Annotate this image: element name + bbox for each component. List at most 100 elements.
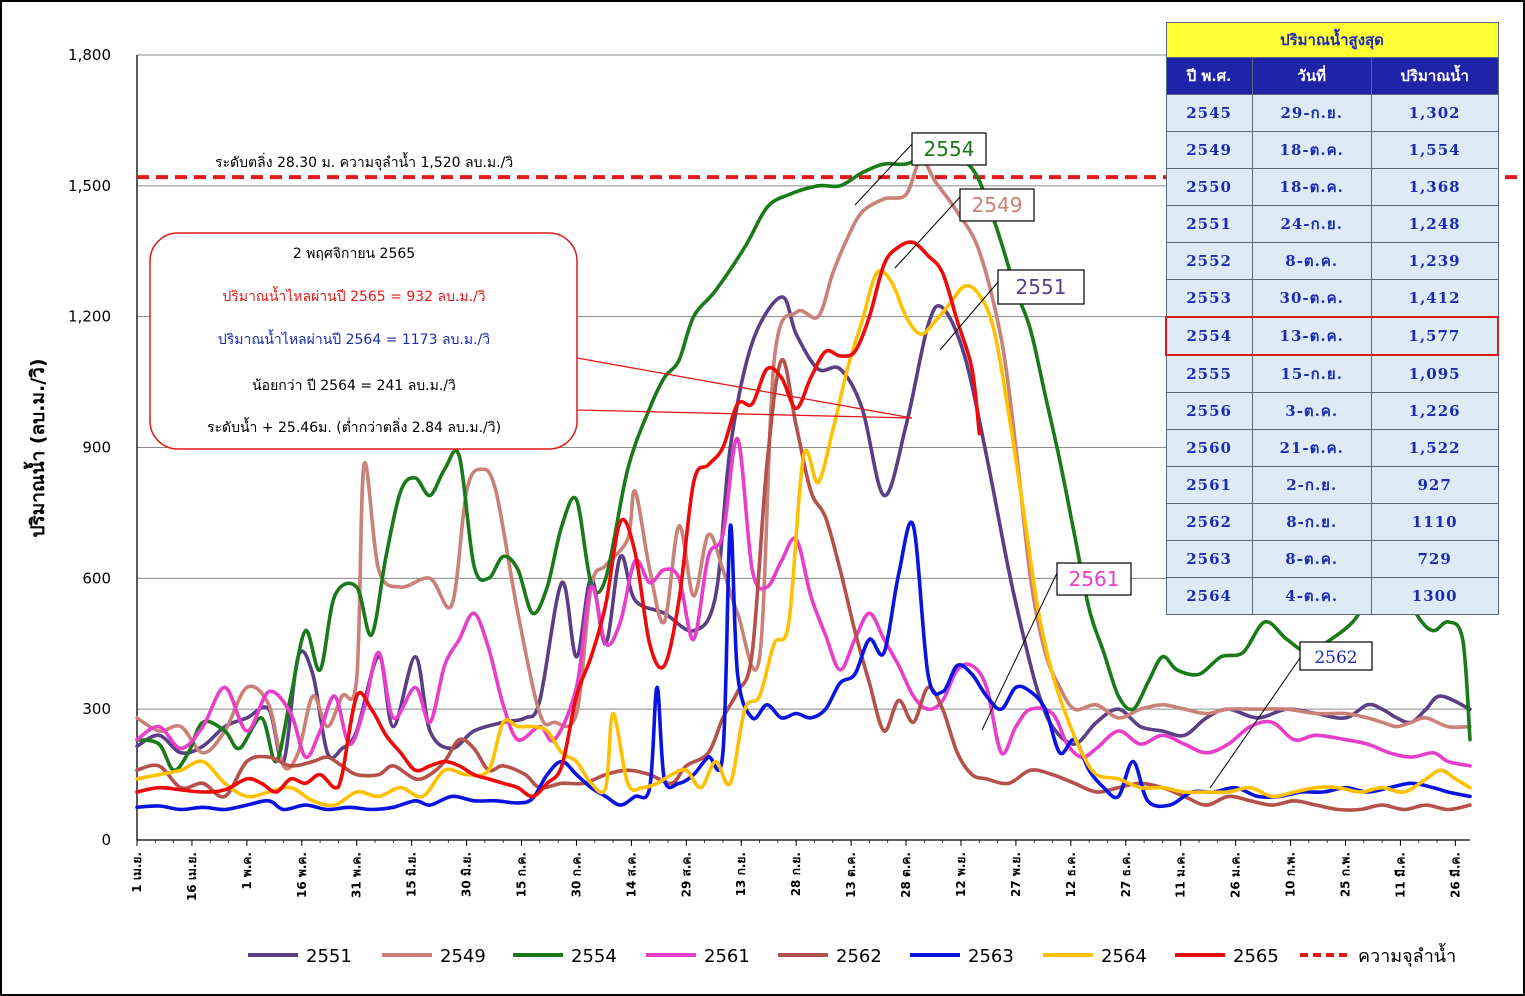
callout-label-2554: 2554 xyxy=(924,137,975,161)
peak-year-cell: 2550 xyxy=(1165,168,1253,206)
legend-label: 2564 xyxy=(1101,946,1147,967)
peak-flow-cell: 1,368 xyxy=(1370,168,1499,206)
callout-box xyxy=(911,132,987,166)
x-tick-label: 16 เม.ย. xyxy=(185,852,199,901)
x-tick-label: 13 ก.ย. xyxy=(734,852,748,896)
peak-flow-cell: 1300 xyxy=(1370,577,1499,615)
series-line-2549 xyxy=(135,157,1472,771)
peak-table-row: 2561 2-ก.ย. 927 xyxy=(1165,466,1499,504)
peak-flow-cell: 1,302 xyxy=(1370,94,1499,132)
peak-table-row: 2562 8-ก.ย. 1110 xyxy=(1165,503,1499,541)
x-tick-label: 1 เม.ย. xyxy=(130,852,144,893)
series-line-2565 xyxy=(135,240,982,799)
series-line-2554 xyxy=(135,150,1472,773)
y-tick-label: 600 xyxy=(82,569,111,587)
callout-leader-line xyxy=(854,143,913,206)
peak-table-row: 2553 30-ต.ค. 1,412 xyxy=(1165,279,1499,318)
legend-label: 2562 xyxy=(836,946,882,967)
x-tick-label: 31 พ.ค. xyxy=(350,852,364,898)
callout-leader-line xyxy=(1209,657,1301,789)
series-line-2561 xyxy=(135,436,1472,768)
peak-year-cell: 2545 xyxy=(1165,94,1253,132)
x-tick-label: 11 ม.ค. xyxy=(1174,852,1188,898)
peak-table-row: 2560 21-ต.ค. 1,522 xyxy=(1165,429,1499,467)
legend-label: 2551 xyxy=(306,946,352,967)
peak-year-cell: 2561 xyxy=(1165,466,1253,504)
peak-date-cell: 21-ต.ค. xyxy=(1251,429,1372,467)
info-pointer-line xyxy=(576,409,913,419)
peak-year-cell: 2553 xyxy=(1165,279,1253,318)
peak-date-cell: 3-ต.ค. xyxy=(1251,392,1372,430)
peak-year-cell: 2564 xyxy=(1165,577,1253,615)
x-tick-label: 13 ต.ค. xyxy=(844,852,858,898)
legend-label: 2565 xyxy=(1233,946,1279,967)
peak-date-cell: 2-ก.ย. xyxy=(1251,466,1372,504)
capacity-label: ระดับตลิ่ง 28.30 ม. ความจุลำน้ำ 1,520 ลบ… xyxy=(215,152,513,171)
peak-flow-cell: 1,095 xyxy=(1370,354,1499,393)
peak-flow-cell: 729 xyxy=(1370,540,1499,578)
x-tick-label: 26 ม.ค. xyxy=(1229,852,1243,898)
callout-box xyxy=(959,188,1035,222)
peak-date-cell: 8-ต.ค. xyxy=(1251,540,1372,578)
x-tick-label: 14 ส.ค. xyxy=(624,852,638,897)
x-tick-label: 30 มิ.ย. xyxy=(460,852,474,897)
callout-leader-line xyxy=(981,572,1058,731)
peak-date-cell: 4-ต.ค. xyxy=(1251,577,1372,615)
peak-flow-cell: 1,577 xyxy=(1370,316,1499,356)
info-difference: น้อยกว่า ปี 2564 = 241 ลบ.ม./วิ xyxy=(252,378,456,394)
peak-flow-cell: 1,522 xyxy=(1370,429,1499,467)
peak-flow-cell: 1110 xyxy=(1370,503,1499,541)
legend-label: 2554 xyxy=(571,946,617,967)
peak-year-cell: 2554 xyxy=(1164,316,1253,356)
x-tick-label: 28 ก.ย. xyxy=(789,852,803,896)
x-tick-label: 1 พ.ค. xyxy=(240,852,254,890)
peak-date-cell: 29-ก.ย. xyxy=(1251,94,1372,132)
peak-year-cell: 2560 xyxy=(1165,429,1253,467)
x-tick-label: 11 มี.ค. xyxy=(1393,852,1407,898)
peak-table-row: 2556 3-ต.ค. 1,226 xyxy=(1165,392,1499,430)
peak-table-row: 2552 8-ต.ค. 1,239 xyxy=(1165,242,1499,280)
info-pointer-line xyxy=(576,357,913,419)
peak-date-cell: 13-ต.ค. xyxy=(1251,316,1372,356)
y-tick-label: 1,800 xyxy=(68,46,111,64)
peak-flow-cell: 1,239 xyxy=(1370,242,1499,280)
callout-label-2551: 2551 xyxy=(1016,275,1067,299)
peak-year-cell: 2556 xyxy=(1165,392,1253,430)
peak-flow-cell: 1,226 xyxy=(1370,392,1499,430)
peak-date-cell: 18-ต.ค. xyxy=(1251,168,1372,206)
peak-flow-table: ปริมาณน้ำสูงสุด ปี พ.ศ. วันที่ ปริมาณน้ำ… xyxy=(1164,22,1499,615)
peak-table-title: ปริมาณน้ำสูงสุด xyxy=(1165,22,1499,58)
peak-table-row: 2563 8-ต.ค. 729 xyxy=(1165,540,1499,578)
callout-label-2561: 2561 xyxy=(1069,567,1120,591)
x-tick-label: 27 พ.ย. xyxy=(1009,852,1023,897)
legend-label: ความจุลำน้ำ xyxy=(1358,943,1456,967)
x-tick-label: 29 ส.ค. xyxy=(679,852,693,897)
y-tick-label: 1,500 xyxy=(68,177,111,195)
series-line-2564 xyxy=(135,268,1472,808)
peak-date-cell: 24-ก.ย. xyxy=(1251,205,1372,243)
peak-year-cell: 2549 xyxy=(1165,131,1253,169)
info-water-level: ระดับน้ำ + 25.46ม. (ต่ำกว่าตลิ่ง 2.84 ลบ… xyxy=(207,417,501,436)
series-line-2551 xyxy=(135,295,1472,765)
callout-leader-line xyxy=(894,196,961,269)
peak-table-row: 2550 18-ต.ค. 1,368 xyxy=(1165,168,1499,206)
peak-table-row: 2555 15-ก.ย. 1,095 xyxy=(1165,354,1499,393)
x-tick-label: 25 ก.พ. xyxy=(1338,852,1352,897)
header-flow: ปริมาณน้ำ xyxy=(1370,57,1499,95)
x-tick-label: 12 พ.ย. xyxy=(954,852,968,897)
peak-flow-cell: 1,412 xyxy=(1370,279,1499,318)
x-tick-label: 28 ต.ค. xyxy=(899,852,913,898)
series-line-2563 xyxy=(135,520,1472,812)
peak-flow-cell: 1,554 xyxy=(1370,131,1499,169)
legend: 2551 2549 2554 2561 2562 2563 2564 2565 ความจุลำ… xyxy=(248,943,1456,967)
callout-label-2549: 2549 xyxy=(972,193,1023,217)
peak-table-row: 2551 24-ก.ย. 1,248 xyxy=(1165,205,1499,243)
peak-date-cell: 30-ต.ค. xyxy=(1251,279,1372,318)
x-tick-label: 15 มิ.ย. xyxy=(405,852,419,897)
peak-table-row: 2549 18-ต.ค. 1,554 xyxy=(1165,131,1499,169)
peak-year-cell: 2551 xyxy=(1165,205,1253,243)
peak-year-cell: 2555 xyxy=(1165,354,1253,393)
header-date: วันที่ xyxy=(1251,57,1372,95)
